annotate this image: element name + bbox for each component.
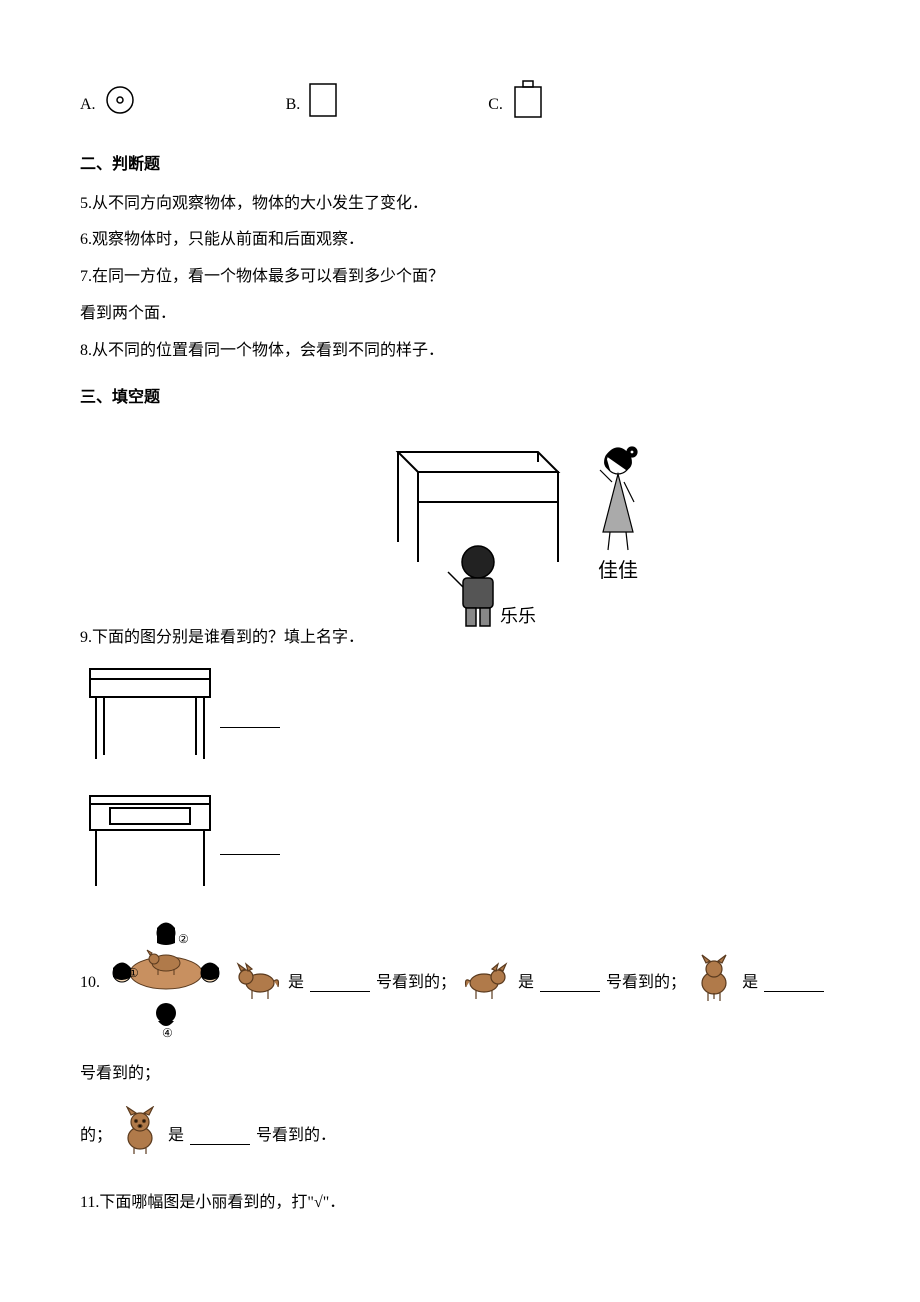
svg-text:佳佳: 佳佳 (598, 559, 638, 582)
option-row: A. B. C. (80, 80, 840, 131)
q10-is-3: 是 (742, 969, 758, 998)
option-b-label: B. (286, 91, 301, 120)
q9-scene: 乐乐 佳佳 (368, 422, 668, 653)
option-a-shape (104, 84, 136, 127)
option-a-label: A. (80, 91, 96, 120)
q10-row: 10. ① ② ③ ④ (80, 913, 840, 1089)
dog-back (692, 953, 736, 1014)
option-a: A. (80, 84, 136, 127)
blank-desk2[interactable] (220, 838, 280, 855)
q10-is-4: 是 (168, 1122, 184, 1151)
q11: 11.下面哪幅图是小丽看到的，打"√"． (80, 1189, 840, 1218)
blank-q10-3[interactable] (764, 975, 824, 992)
dog-front (118, 1106, 162, 1167)
q10-seen-3: 号看到的； (80, 1060, 160, 1089)
q10-seen-2: 号看到的； (606, 969, 686, 998)
dog-right (462, 953, 512, 1014)
svg-text:④: ④ (162, 1026, 173, 1040)
blank-q10-4[interactable] (190, 1128, 250, 1145)
q9-text: 9.下面的图分别是谁看到的？填上名字． (80, 624, 364, 653)
desk2-svg (80, 786, 220, 907)
desk-view-2 (80, 786, 840, 907)
q6: 6.观察物体时，只能从前面和后面观察． (80, 226, 840, 255)
desk1-svg (80, 659, 220, 780)
q9-row: 9.下面的图分别是谁看到的？填上名字． 乐乐 (80, 422, 840, 653)
q10-pre: 10. (80, 969, 100, 998)
q7a: 7.在同一方位，看一个物体最多可以看到多少个面？ (80, 263, 840, 292)
option-c: C. (488, 80, 545, 131)
q10-de: 的； (80, 1122, 112, 1151)
q7b: 看到两个面． (80, 300, 840, 329)
svg-text:乐乐: 乐乐 (500, 606, 536, 626)
section2-heading: 二、判断题 (80, 151, 840, 180)
q10-seen-1: 号看到的； (376, 969, 456, 998)
blank-desk1[interactable] (220, 711, 280, 728)
section3-heading: 三、填空题 (80, 384, 840, 413)
desk-view-1 (80, 659, 840, 780)
option-b: B. (286, 82, 339, 129)
q10-scene: ① ② ③ ④ (106, 913, 226, 1054)
q10-row-2: 的； 是 号看到的． (80, 1106, 840, 1167)
blank-q10-2[interactable] (540, 975, 600, 992)
option-c-label: C. (488, 91, 503, 120)
svg-text:②: ② (178, 932, 189, 946)
q8: 8.从不同的位置看同一个物体，会看到不同的样子． (80, 337, 840, 366)
option-c-shape (511, 80, 545, 131)
option-b-shape (308, 82, 338, 129)
q10-seen-4: 号看到的． (256, 1122, 336, 1151)
q10-is-1: 是 (288, 969, 304, 998)
dog-left (232, 953, 282, 1014)
blank-q10-1[interactable] (310, 975, 370, 992)
q10-is-2: 是 (518, 969, 534, 998)
q5: 5.从不同方向观察物体，物体的大小发生了变化． (80, 190, 840, 219)
